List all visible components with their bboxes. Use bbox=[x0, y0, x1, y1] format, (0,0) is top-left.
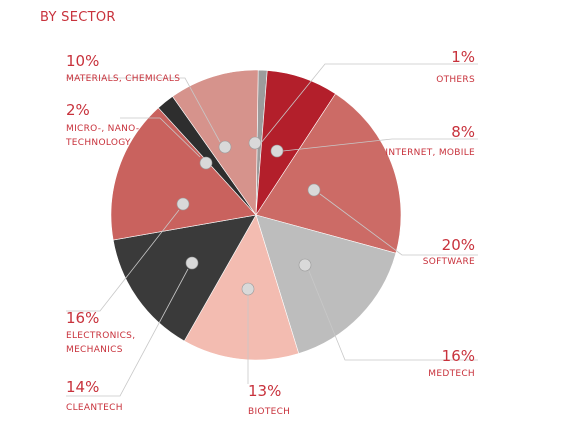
chart-title: BY SECTOR bbox=[40, 10, 116, 25]
slice-percentage: 8% bbox=[451, 123, 475, 141]
slice-label: OTHERS bbox=[436, 75, 475, 85]
leader-line bbox=[319, 193, 478, 256]
slice-label: TECHNOLOGY bbox=[65, 138, 131, 148]
slice-label: MECHANICS bbox=[66, 345, 123, 355]
leader-line bbox=[66, 77, 221, 143]
leader-lines bbox=[66, 63, 478, 397]
slice-marker-dot bbox=[241, 282, 255, 296]
slice-marker-dot bbox=[185, 256, 199, 270]
slice-marker-dot bbox=[248, 136, 262, 150]
pie-slice-cleantech bbox=[112, 214, 257, 342]
leader-line bbox=[66, 268, 189, 397]
leader-line bbox=[66, 209, 180, 312]
slice-label: SOFTWARE bbox=[423, 257, 475, 267]
slice-percentage: 1% bbox=[451, 48, 475, 66]
slice-label: ELECTRONICS, bbox=[66, 331, 135, 341]
leader-line bbox=[120, 117, 201, 158]
pie-slice-materials-chemicals bbox=[172, 69, 259, 216]
slice-marker-dot bbox=[307, 183, 321, 197]
pie-slice-software bbox=[255, 93, 402, 254]
slice-label: BIOTECH bbox=[248, 407, 290, 417]
leader-line bbox=[308, 270, 478, 361]
slice-marker-dot bbox=[270, 144, 284, 158]
slice-percentage: 14% bbox=[66, 378, 99, 396]
slice-labels: 1% OTHERS 8% INTERNET, MOBILE 20% SOFTWARE 16%… bbox=[65, 48, 475, 417]
pie-slice-medtech bbox=[255, 214, 397, 354]
slice-percentage: 2% bbox=[66, 101, 90, 119]
slice-percentage: 20% bbox=[442, 236, 475, 254]
pie-slice-biotech bbox=[183, 214, 300, 361]
pie-slice-electronics-mechanics bbox=[110, 107, 257, 241]
slice-marker-dot bbox=[298, 258, 312, 272]
slice-label: MICRO-, NANO- bbox=[66, 124, 139, 134]
slice-label: MEDTECH bbox=[428, 369, 475, 379]
slice-marker-dot bbox=[176, 197, 190, 211]
slice-percentage: 16% bbox=[66, 309, 99, 327]
leader-line bbox=[260, 63, 478, 144]
slice-marker-dot bbox=[199, 156, 213, 170]
slice-label: MATERIALS, CHEMICALS bbox=[66, 74, 180, 84]
slice-label: INTERNET, MOBILE bbox=[385, 148, 475, 158]
slice-percentage: 13% bbox=[248, 382, 281, 400]
slice-percentage: 16% bbox=[442, 347, 475, 365]
slice-percentage: 10% bbox=[66, 52, 99, 70]
pie-slices bbox=[110, 69, 402, 361]
slice-label: CLEANTECH bbox=[66, 403, 123, 413]
slice-marker-dot bbox=[218, 140, 232, 154]
leader-line bbox=[282, 138, 478, 152]
